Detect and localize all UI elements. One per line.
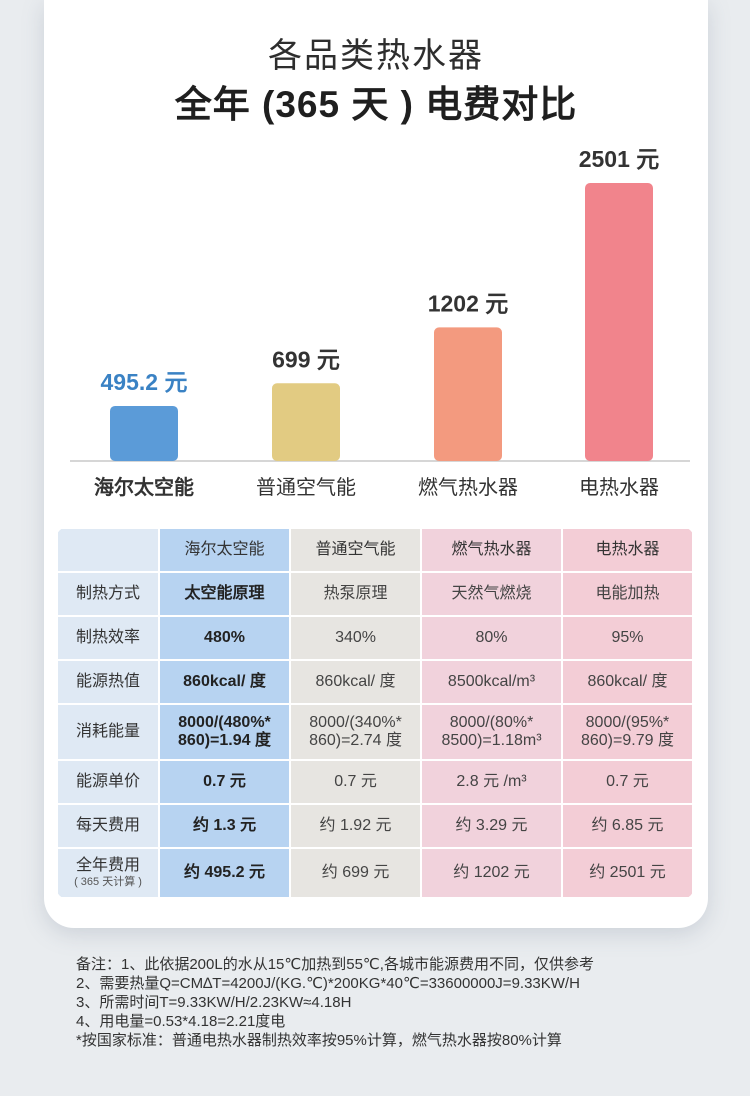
comparison-table-grid: 海尔太空能 普通空气能 燃气热水器 电热水器制热方式 太空能原理 热泵原理 天然气燃烧 电能加… bbox=[56, 527, 694, 899]
table-row-label: 制热效率 bbox=[58, 617, 158, 659]
table-row-label: 全年费用( 365 天计算 ) bbox=[58, 849, 158, 897]
row-label-text: 能源单价 bbox=[75, 772, 140, 790]
table-row: 消耗能量 8000/(480%* 860)=1.94 度 8000/(340%* 860… bbox=[58, 705, 692, 759]
note-line: 4、用电量=0.53*4.18=2.21度电 bbox=[76, 1013, 286, 1030]
table-header-cell: 燃气热水器 bbox=[422, 529, 561, 571]
bar-2 bbox=[434, 327, 502, 461]
bar-3 bbox=[585, 183, 653, 461]
table-header-cell: 电热水器 bbox=[562, 529, 692, 571]
bar-1 bbox=[272, 383, 340, 461]
chart-title-line2: 全年 (365 天 ) 电费对比 bbox=[174, 84, 578, 125]
note-line: 备注：1、此依据200L的水从15℃加热到55℃,各城市能源费用不同，仅供参考 bbox=[76, 956, 594, 973]
table-row-label: 能源单价 bbox=[58, 761, 158, 803]
table-corner-cell bbox=[58, 529, 158, 571]
table-header-cell: 海尔太空能 bbox=[160, 529, 290, 571]
category-label-1: 普通空气能 bbox=[256, 476, 356, 499]
row-label-subtext: ( 365 天计算 ) bbox=[74, 875, 142, 888]
table-cell: 8000/(340%* 860)=2.74 度 bbox=[291, 705, 421, 759]
table-cell: 电能加热 bbox=[562, 573, 692, 615]
table-cell: 约 495.2 元 bbox=[160, 849, 290, 897]
table-cell: 8000/(95%* 860)=9.79 度 bbox=[562, 705, 692, 759]
table-header-row: 海尔太空能 普通空气能 燃气热水器 电热水器 bbox=[58, 529, 692, 571]
table-cell: 约 6.85 元 bbox=[562, 805, 692, 847]
table-row: 能源单价 0.7 元 0.7 元 2.8 元 /m³ 0.7 元 bbox=[58, 761, 692, 803]
table-cell: 340% bbox=[291, 617, 421, 659]
table-cell: 约 1.92 元 bbox=[291, 805, 421, 847]
table-row: 全年费用( 365 天计算 ) 约 495.2 元约 699 元约 1202 元约… bbox=[58, 849, 692, 897]
category-label-2: 燃气热水器 bbox=[418, 476, 518, 499]
table-row-label: 制热方式 bbox=[58, 573, 158, 615]
comparison-table: 海尔太空能 普通空气能 燃气热水器 电热水器制热方式 太空能原理 热泵原理 天然气燃烧 电能加… bbox=[56, 527, 694, 899]
table-row: 制热效率 480% 340% 80% 95% bbox=[58, 617, 692, 659]
table-cell: 8000/(80%* 8500)=1.18m³ bbox=[422, 705, 561, 759]
table-cell: 860kcal/ 度 bbox=[291, 661, 421, 703]
table-cell: 约 3.29 元 bbox=[422, 805, 561, 847]
bar-value-label-1: 699 元 bbox=[272, 346, 340, 372]
table-cell: 80% bbox=[422, 617, 561, 659]
table-cell: 约 2501 元 bbox=[562, 849, 692, 897]
chart-title-line1: 各品类热水器 bbox=[268, 37, 484, 75]
table-cell: 0.7 元 bbox=[291, 761, 421, 803]
notes-block: 备注：1、此依据200L的水从15℃加热到55℃,各城市能源费用不同，仅供参考 2… bbox=[76, 955, 716, 1050]
table-cell: 8000/(480%* 860)=1.94 度 bbox=[160, 705, 290, 759]
note-line: *按国家标准：普通电热水器制热效率按95%计算，燃气热水器按80%计算 bbox=[76, 1032, 562, 1049]
table-cell: 约 1202 元 bbox=[422, 849, 561, 897]
note-line: 2、需要热量Q=CM∆T=4200J/(KG.℃)*200KG*40℃=3360… bbox=[76, 975, 580, 992]
table-cell: 8500kcal/m³ bbox=[422, 661, 561, 703]
row-label-text: 制热效率 bbox=[75, 628, 140, 646]
bar-value-label-0: 495.2 元 bbox=[101, 369, 188, 395]
table-cell: 约 1.3 元 bbox=[160, 805, 290, 847]
table-row: 制热方式 太空能原理 热泵原理 天然气燃烧 电能加热 bbox=[58, 573, 692, 615]
bar-value-label-2: 1202 元 bbox=[428, 290, 509, 316]
table-cell: 太空能原理 bbox=[160, 573, 290, 615]
table-cell: 0.7 元 bbox=[160, 761, 290, 803]
bar-0 bbox=[110, 405, 178, 461]
row-label-text: 制热方式 bbox=[75, 584, 140, 602]
table-row-label: 消耗能量 bbox=[58, 705, 158, 759]
table-cell: 860kcal/ 度 bbox=[160, 661, 290, 703]
row-label-text: 消耗能量 bbox=[75, 722, 140, 740]
note-line: 3、所需时间T=9.33KW/H/2.23KW≈4.18H bbox=[76, 994, 352, 1011]
table-row: 每天费用 约 1.3 元约 1.92 元约 3.29 元约 6.85 元 bbox=[58, 805, 692, 847]
category-label-0: 海尔太空能 bbox=[94, 475, 194, 499]
bar-value-label-3: 2501 元 bbox=[579, 146, 660, 172]
row-label-text: 能源热值 bbox=[75, 672, 140, 690]
table-cell: 95% bbox=[562, 617, 692, 659]
table-row-label: 能源热值 bbox=[58, 661, 158, 703]
table-row-label: 每天费用 bbox=[58, 805, 158, 847]
table-row: 能源热值 860kcal/ 度 860kcal/ 度 8500kcal/m³ 860kc… bbox=[58, 661, 692, 703]
table-cell: 热泵原理 bbox=[291, 573, 421, 615]
table-header-cell: 普通空气能 bbox=[291, 529, 421, 571]
table-cell: 天然气燃烧 bbox=[422, 573, 561, 615]
row-label-text: 每天费用 bbox=[75, 816, 140, 834]
table-cell: 480% bbox=[160, 617, 290, 659]
table-cell: 2.8 元 /m³ bbox=[422, 761, 561, 803]
category-label-3: 电热水器 bbox=[579, 476, 659, 499]
row-label-text: 全年费用 bbox=[75, 857, 140, 875]
table-cell: 860kcal/ 度 bbox=[562, 661, 692, 703]
table-cell: 0.7 元 bbox=[562, 761, 692, 803]
table-cell: 约 699 元 bbox=[291, 849, 421, 897]
